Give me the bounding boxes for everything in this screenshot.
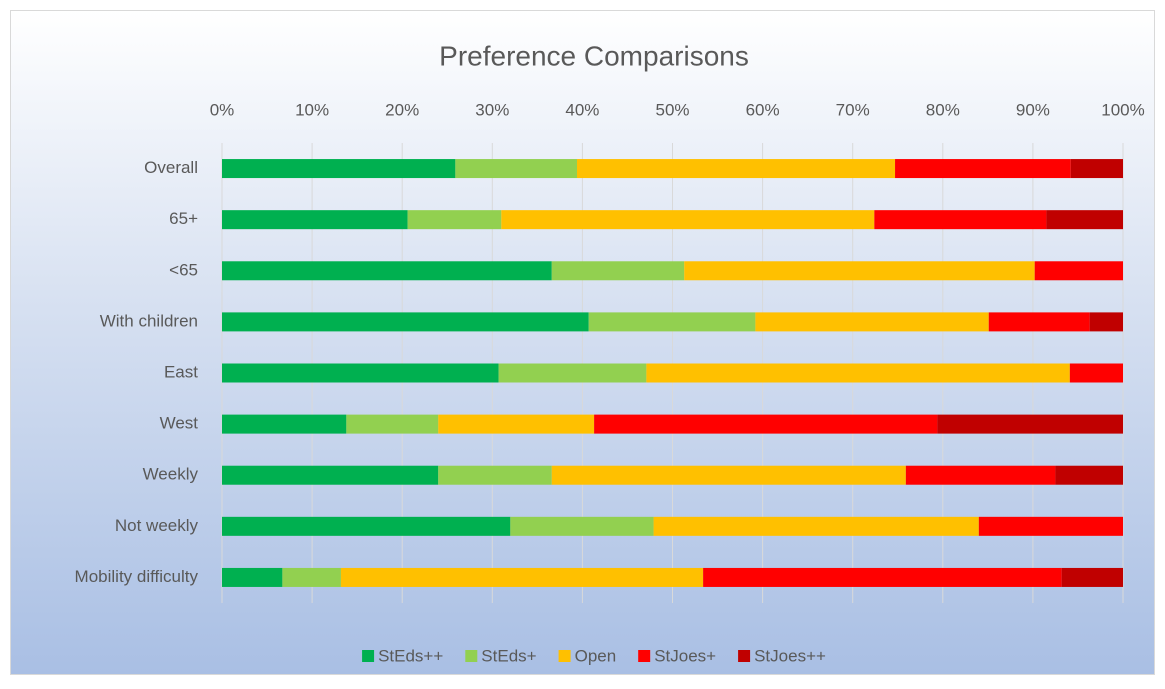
y-tick-label: With children bbox=[100, 311, 198, 330]
bar-segment bbox=[551, 261, 685, 281]
chart-title: Preference Comparisons bbox=[439, 40, 749, 71]
bar-segment bbox=[588, 312, 756, 332]
legend-swatch bbox=[465, 650, 478, 662]
bar-segment bbox=[455, 159, 577, 179]
x-tick-label: 10% bbox=[295, 100, 329, 119]
bar-segment bbox=[905, 465, 1056, 485]
bar-segment bbox=[988, 312, 1090, 332]
x-tick-label: 60% bbox=[746, 100, 780, 119]
bar-segment bbox=[346, 414, 439, 434]
bar-segment bbox=[222, 210, 408, 230]
legend-label: StEds+ bbox=[481, 646, 536, 665]
legend-swatch bbox=[558, 650, 571, 662]
bar-segment bbox=[222, 159, 456, 179]
y-tick-label: East bbox=[164, 362, 198, 381]
bar-segment bbox=[438, 414, 595, 434]
bar-segment bbox=[407, 210, 502, 230]
bar-segment bbox=[755, 312, 989, 332]
bar-segment bbox=[282, 567, 341, 587]
bar-segment bbox=[340, 567, 704, 587]
y-tick-label: Mobility difficulty bbox=[75, 567, 199, 586]
bar-segment bbox=[653, 516, 979, 536]
bar-segment bbox=[438, 465, 552, 485]
bar-segment bbox=[895, 159, 1071, 179]
bar-segment bbox=[498, 363, 647, 383]
bar-segment bbox=[1046, 210, 1123, 230]
x-tick-label: 0% bbox=[210, 100, 235, 119]
bar-segment bbox=[594, 414, 938, 434]
legend-swatch bbox=[738, 650, 751, 662]
bar-segment bbox=[222, 312, 589, 332]
legend-swatch bbox=[638, 650, 651, 662]
legend-label: StJoes+ bbox=[654, 646, 716, 665]
legend-label: StJoes++ bbox=[754, 646, 826, 665]
y-tick-label: Weekly bbox=[143, 465, 199, 484]
y-tick-label: West bbox=[160, 414, 199, 433]
bar-segment bbox=[222, 567, 283, 587]
x-tick-label: 100% bbox=[1101, 100, 1144, 119]
y-tick-label: 65+ bbox=[169, 209, 198, 228]
x-tick-label: 40% bbox=[565, 100, 599, 119]
legend-label: Open bbox=[575, 646, 617, 665]
bar-segment bbox=[501, 210, 875, 230]
legend-swatch bbox=[362, 650, 375, 662]
bar-segment bbox=[1070, 159, 1123, 179]
y-tick-label: Overall bbox=[144, 158, 198, 177]
bar-segment bbox=[551, 465, 906, 485]
bar-segment bbox=[222, 516, 511, 536]
bar-segment bbox=[937, 414, 1123, 434]
bar-segment bbox=[510, 516, 654, 536]
x-tick-label: 50% bbox=[655, 100, 689, 119]
bar-segment bbox=[978, 516, 1123, 536]
bar-segment bbox=[1034, 261, 1123, 281]
bar-segment bbox=[1069, 363, 1123, 383]
x-tick-label: 90% bbox=[1016, 100, 1050, 119]
x-tick-label: 20% bbox=[385, 100, 419, 119]
x-tick-label: 30% bbox=[475, 100, 509, 119]
x-tick-label: 70% bbox=[836, 100, 870, 119]
bar-segment bbox=[684, 261, 1035, 281]
y-tick-label: <65 bbox=[169, 260, 198, 279]
bar-segment bbox=[222, 363, 499, 383]
bar-segment bbox=[222, 261, 552, 281]
bar-segment bbox=[576, 159, 896, 179]
bar-segment bbox=[1089, 312, 1123, 332]
bar-segment bbox=[222, 414, 347, 434]
bar-segment bbox=[1061, 567, 1123, 587]
bar-segment bbox=[646, 363, 1070, 383]
bar-segment bbox=[703, 567, 1062, 587]
bar-segment bbox=[874, 210, 1047, 230]
legend-label: StEds++ bbox=[378, 646, 443, 665]
x-tick-label: 80% bbox=[926, 100, 960, 119]
y-tick-label: Not weekly bbox=[115, 516, 199, 535]
bar-segment bbox=[222, 465, 439, 485]
bar-segment bbox=[1055, 465, 1123, 485]
